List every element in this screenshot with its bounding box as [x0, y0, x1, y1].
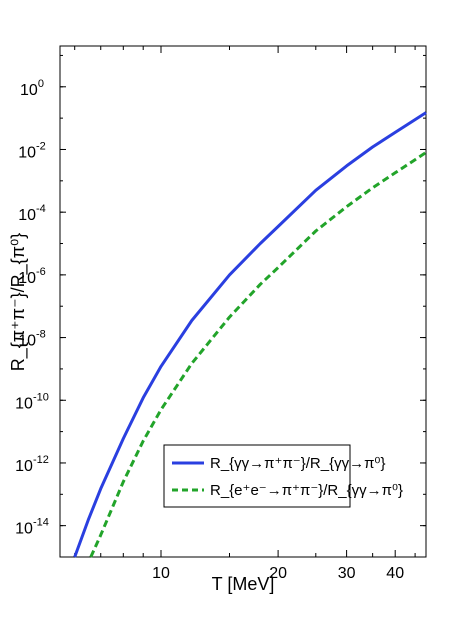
y-tick-label-exponent: -6: [36, 266, 46, 278]
plot-area-frame: [59, 45, 427, 558]
series-line-1: [73, 111, 427, 558]
y-tick-label-exponent: 0: [38, 78, 44, 90]
y-tick-label-base: 10: [18, 144, 36, 161]
legend: R_{γγ→π⁺π⁻}/R_{γγ→π⁰} R_{e⁺e⁻→π⁺π⁻}/R_{γ…: [163, 444, 403, 508]
y-tick-label-exponent: -2: [36, 140, 46, 152]
y-tick-label: 10-14: [15, 517, 49, 538]
y-tick-label-exponent: -10: [33, 391, 49, 403]
y-tick-label-exponent: -4: [36, 203, 46, 215]
y-tick-label-base: 10: [18, 333, 36, 350]
y-tick-label-exponent: -8: [36, 329, 46, 341]
x-tick-label: 40: [386, 565, 404, 582]
y-tick-label-base: 10: [15, 521, 33, 538]
y-tick-label-base: 10: [20, 82, 38, 99]
legend-label-series-1: R_{γγ→π⁺π⁻}/R_{γγ→π⁰}: [210, 455, 385, 472]
x-tick-label: 30: [338, 565, 356, 582]
y-axis-title-main: R_{π⁺π⁻}/R_{π⁰}: [8, 233, 29, 372]
legend-box: [163, 444, 351, 508]
y-tick-label: 10-4: [18, 203, 46, 224]
series-line-2: [89, 151, 427, 558]
x-tick-label: 20: [269, 565, 287, 582]
y-tick-label: 10-8: [18, 329, 46, 350]
y-tick-label-base: 10: [15, 458, 33, 475]
y-tick-label-exponent: -12: [33, 454, 49, 466]
y-axis-title: R_{π⁺π⁻}/R_{π⁰}: [8, 233, 29, 372]
x-tick-label: 10: [152, 565, 170, 582]
y-tick-label: 10-2: [18, 140, 46, 161]
y-tick-label: 10-6: [18, 266, 46, 287]
y-tick-label-base: 10: [18, 207, 36, 224]
y-tick-label: 10-10: [15, 391, 49, 412]
series-lines: [73, 111, 427, 558]
y-tick-label: 100: [20, 78, 44, 99]
legend-label-series-2: R_{e⁺e⁻→π⁺π⁻}/R_{γγ→π⁰}: [210, 482, 403, 499]
y-axis-title-text: R_{π⁺π⁻}/R_{π⁰}: [8, 233, 29, 372]
y-tick-label-base: 10: [18, 270, 36, 287]
y-tick-label-exponent: -14: [33, 517, 49, 529]
x-axis-title: T [MeV]: [212, 574, 275, 594]
y-tick-label: 10-12: [15, 454, 49, 475]
y-tick-label-base: 10: [15, 395, 33, 412]
